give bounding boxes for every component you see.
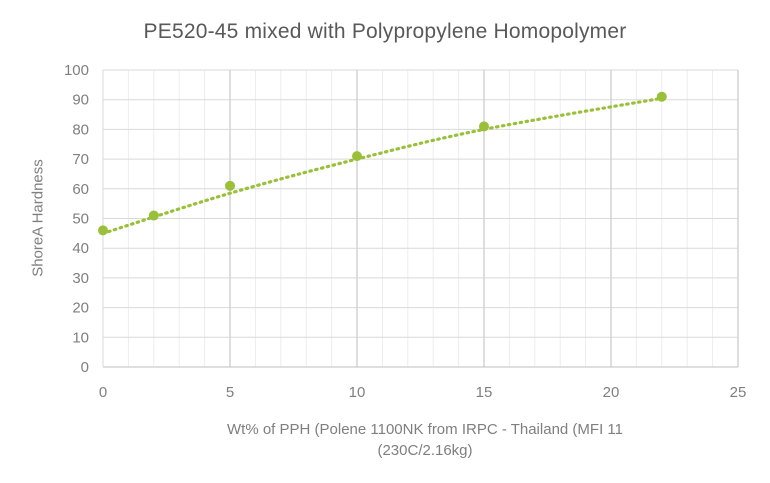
data-point: [479, 121, 489, 132]
y-tick-label: 30: [72, 270, 89, 287]
x-tick-label: 20: [603, 384, 620, 401]
x-tick-labels: 0 5 10 15 20 25: [99, 384, 747, 401]
data-point: [148, 210, 159, 221]
y-tick-label: 50: [72, 211, 89, 228]
data-point: [98, 225, 108, 236]
data-points: [98, 91, 667, 236]
y-tick-label: 40: [72, 240, 89, 257]
y-tick-label: 100: [64, 62, 89, 79]
y-tick-label: 80: [72, 121, 89, 138]
major-gridlines: [103, 69, 739, 367]
axes: [102, 70, 738, 368]
data-point: [352, 151, 362, 162]
y-axis-title: ShoreA Hardness: [29, 159, 47, 277]
x-axis-title-line-2: (230C/2.16kg): [377, 442, 473, 459]
y-tick-label: 60: [72, 181, 89, 198]
x-axis-title: Wt% of PPH (Polene 1100NK from IRPC - Th…: [90, 419, 760, 461]
chart-title: PE520-45 mixed with Polypropylene Homopo…: [143, 20, 627, 43]
y-tick-label: 0: [81, 359, 89, 376]
x-tick-label: 0: [99, 384, 107, 401]
data-point: [225, 180, 235, 191]
x-tick-label: 10: [349, 384, 366, 401]
y-tick-label: 90: [72, 92, 89, 109]
y-tick-label: 20: [72, 300, 89, 317]
x-tick-label: 15: [476, 384, 493, 401]
y-tick-labels: 0 10 20 30 40 50 60 70 80 90 100: [64, 62, 89, 376]
x-tick-label: 25: [730, 384, 747, 401]
y-tick-label: 10: [72, 329, 89, 346]
x-tick-label: 5: [226, 384, 234, 401]
x-axis-title-line-1: Wt% of PPH (Polene 1100NK from IRPC - Th…: [227, 421, 623, 438]
data-point: [656, 91, 667, 102]
y-tick-label: 70: [72, 151, 89, 168]
